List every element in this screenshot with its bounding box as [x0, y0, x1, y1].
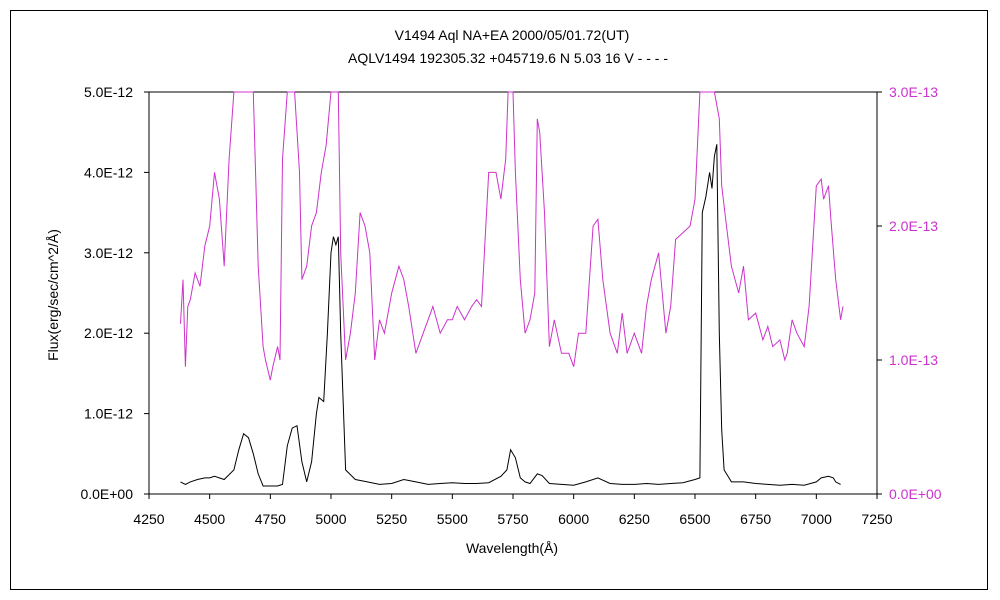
x-tick-label: 4500 [194, 511, 225, 527]
y-tick-label: 1.0E-12 [84, 406, 133, 422]
y-tick-label: 4.0E-12 [84, 164, 133, 180]
x-axis-label: Wavelength(Å) [466, 540, 558, 556]
y-tick-label: 3.0E-12 [84, 245, 133, 261]
y-tick-label: 2.0E-12 [84, 325, 133, 341]
x-tick-label: 4250 [133, 511, 164, 527]
y-tick-label: 5.0E-12 [84, 84, 133, 100]
y2-tick-label: 1.0E-13 [889, 352, 938, 368]
y2-tick-label: 3.0E-13 [889, 84, 938, 100]
x-tick-label: 5500 [437, 511, 468, 527]
x-tick-label: 5750 [497, 511, 528, 527]
series-line-left-axis [180, 144, 841, 487]
y-axis-label: Flux(erg/sec/cm^2/Å) [45, 229, 61, 361]
chart-title: V1494 Aql NA+EA 2000/05/01.72(UT) [395, 27, 630, 43]
y-axis-left-ticks: 0.0E+00 1.0E-12 2.0E-12 3.0E-12 4.0E-12 5.0E-… [80, 84, 149, 502]
plot-area [148, 91, 878, 495]
x-tick-label: 7000 [801, 511, 832, 527]
y-axis-right-ticks: 0.0E+00 1.0E-13 2.0E-13 3.0E-13 [877, 84, 942, 502]
x-tick-label: 6750 [740, 511, 771, 527]
x-tick-label: 6250 [619, 511, 650, 527]
y2-tick-label: 2.0E-13 [889, 218, 938, 234]
x-tick-label: 6500 [679, 511, 710, 527]
series-line-right-axis [180, 91, 844, 381]
x-tick-label: 5000 [315, 511, 346, 527]
x-tick-label: 5250 [376, 511, 407, 527]
x-axis-ticks: 4250 4500 4750 5000 5250 5500 5750 6000 6250 6500… [133, 494, 893, 527]
y2-tick-label: 0.0E+00 [889, 486, 942, 502]
chart-subtitle: AQLV1494 192305.32 +045719.6 N 5.03 16 V… [348, 50, 668, 66]
x-tick-label: 6000 [558, 511, 589, 527]
chart-frame [10, 10, 988, 590]
y-tick-label: 0.0E+00 [80, 486, 133, 502]
x-tick-label: 7250 [861, 511, 892, 527]
x-tick-label: 4750 [255, 511, 286, 527]
